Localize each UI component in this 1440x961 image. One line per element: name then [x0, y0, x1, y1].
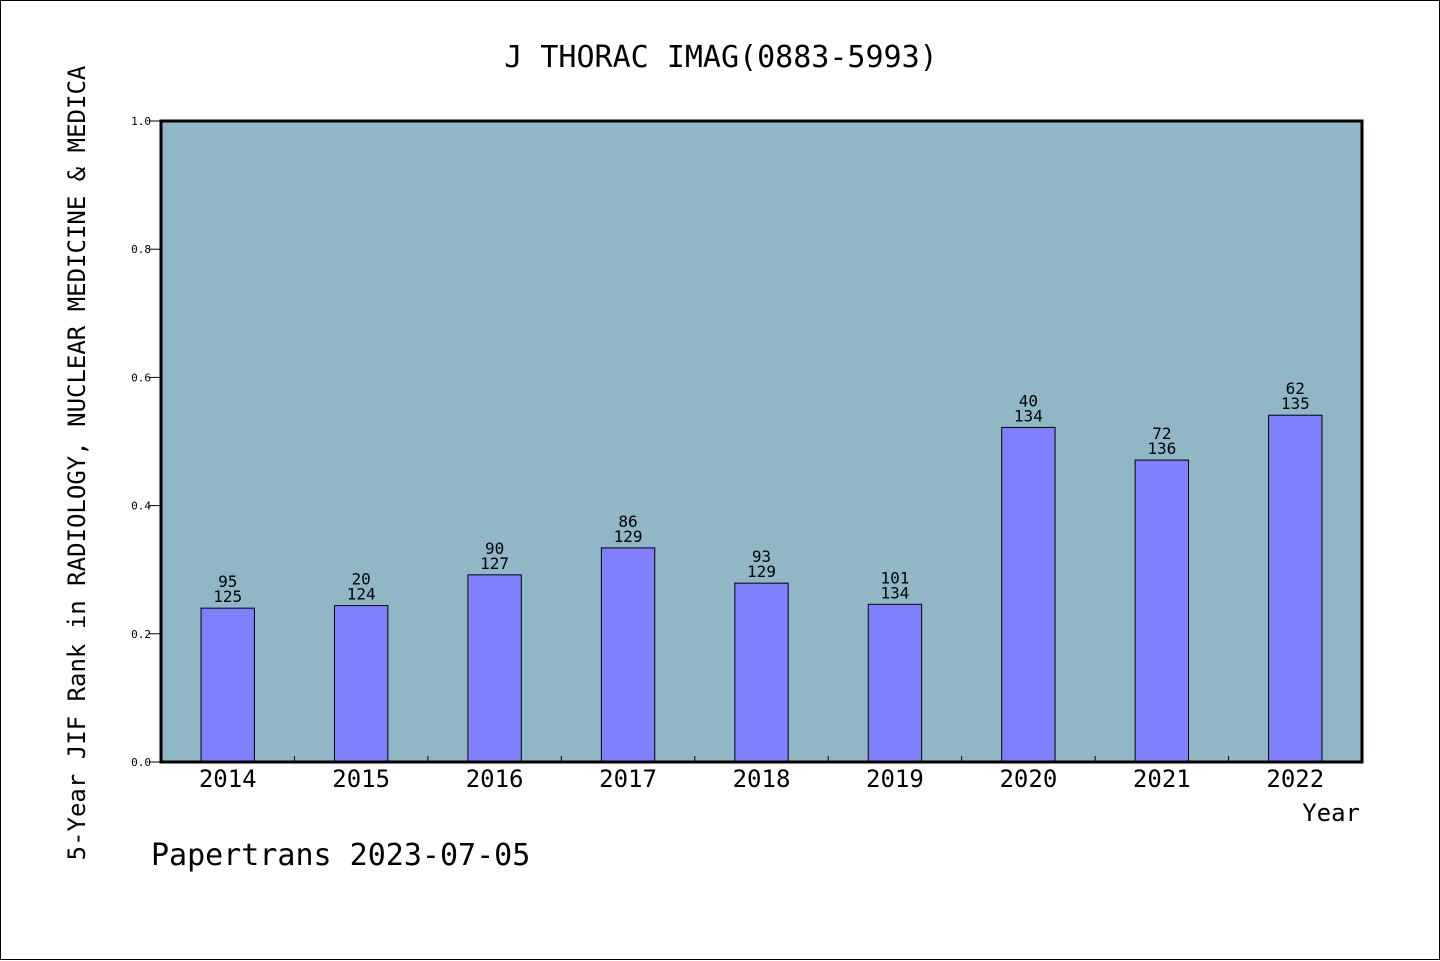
y-tick-label: 0.4 — [131, 500, 151, 513]
rank-label: 40 — [1019, 391, 1038, 410]
bar-2021 — [1134, 459, 1190, 763]
rank-label: 86 — [618, 512, 637, 531]
rank-label: 62 — [1286, 379, 1305, 398]
bar-2019 — [867, 603, 923, 763]
rank-label: 90 — [485, 539, 504, 558]
total-label: 136 — [1147, 439, 1176, 458]
x-tick-label: 2020 — [999, 765, 1057, 793]
total-label: 135 — [1281, 394, 1310, 413]
footer-credit: Papertrans 2023-07-05 — [151, 838, 530, 873]
total-label: 127 — [480, 554, 509, 573]
total-label: 125 — [213, 587, 242, 606]
y-tick-label: 1.0 — [131, 115, 151, 128]
bar-2016 — [467, 574, 522, 763]
x-tick-label: 2022 — [1266, 765, 1324, 793]
total-label: 124 — [347, 585, 376, 604]
total-label: 134 — [880, 583, 909, 602]
bar-2017 — [600, 547, 656, 763]
y-tick-label: 0.8 — [131, 243, 151, 256]
chart-title: J THORAC IMAG(0883-5993) — [504, 40, 937, 75]
bar-2020 — [1001, 426, 1056, 763]
x-axis: 2014 2015 2016 2017 2018 2019 2020 2021 2022 — [199, 756, 1324, 793]
x-tick-label: 2016 — [466, 765, 524, 793]
x-tick-label: 2017 — [599, 765, 657, 793]
x-tick-label: 2021 — [1133, 765, 1191, 793]
y-tick-label: 0.0 — [131, 756, 151, 769]
y-tick-label: 0.2 — [131, 628, 151, 641]
bar-2018 — [734, 582, 789, 763]
x-tick-label: 2018 — [733, 765, 791, 793]
rank-label: 72 — [1152, 424, 1171, 443]
x-tick-label: 2015 — [332, 765, 390, 793]
plot-border — [159, 119, 1364, 764]
rank-label: 101 — [880, 568, 909, 587]
bar-2022 — [1268, 414, 1323, 763]
x-tick-label: 2019 — [866, 765, 924, 793]
x-tick-label: 2014 — [199, 765, 257, 793]
y-axis: 0.0 0.2 0.4 0.6 0.8 1.0 — [131, 115, 161, 769]
rank-label: 20 — [352, 570, 371, 589]
total-label: 129 — [614, 527, 643, 546]
rank-label: 95 — [218, 572, 237, 591]
total-label: 129 — [747, 562, 776, 581]
y-axis-title: 5-Year JIF Rank in RADIOLOGY, NUCLEAR ME… — [63, 65, 91, 860]
bar-2014 — [200, 607, 255, 763]
y-tick-label: 0.6 — [131, 371, 151, 384]
rank-label: 93 — [752, 547, 771, 566]
x-axis-title: Year — [1302, 799, 1360, 827]
bar-series — [200, 414, 1323, 763]
bar-2015 — [333, 605, 389, 763]
total-label: 134 — [1014, 406, 1043, 425]
